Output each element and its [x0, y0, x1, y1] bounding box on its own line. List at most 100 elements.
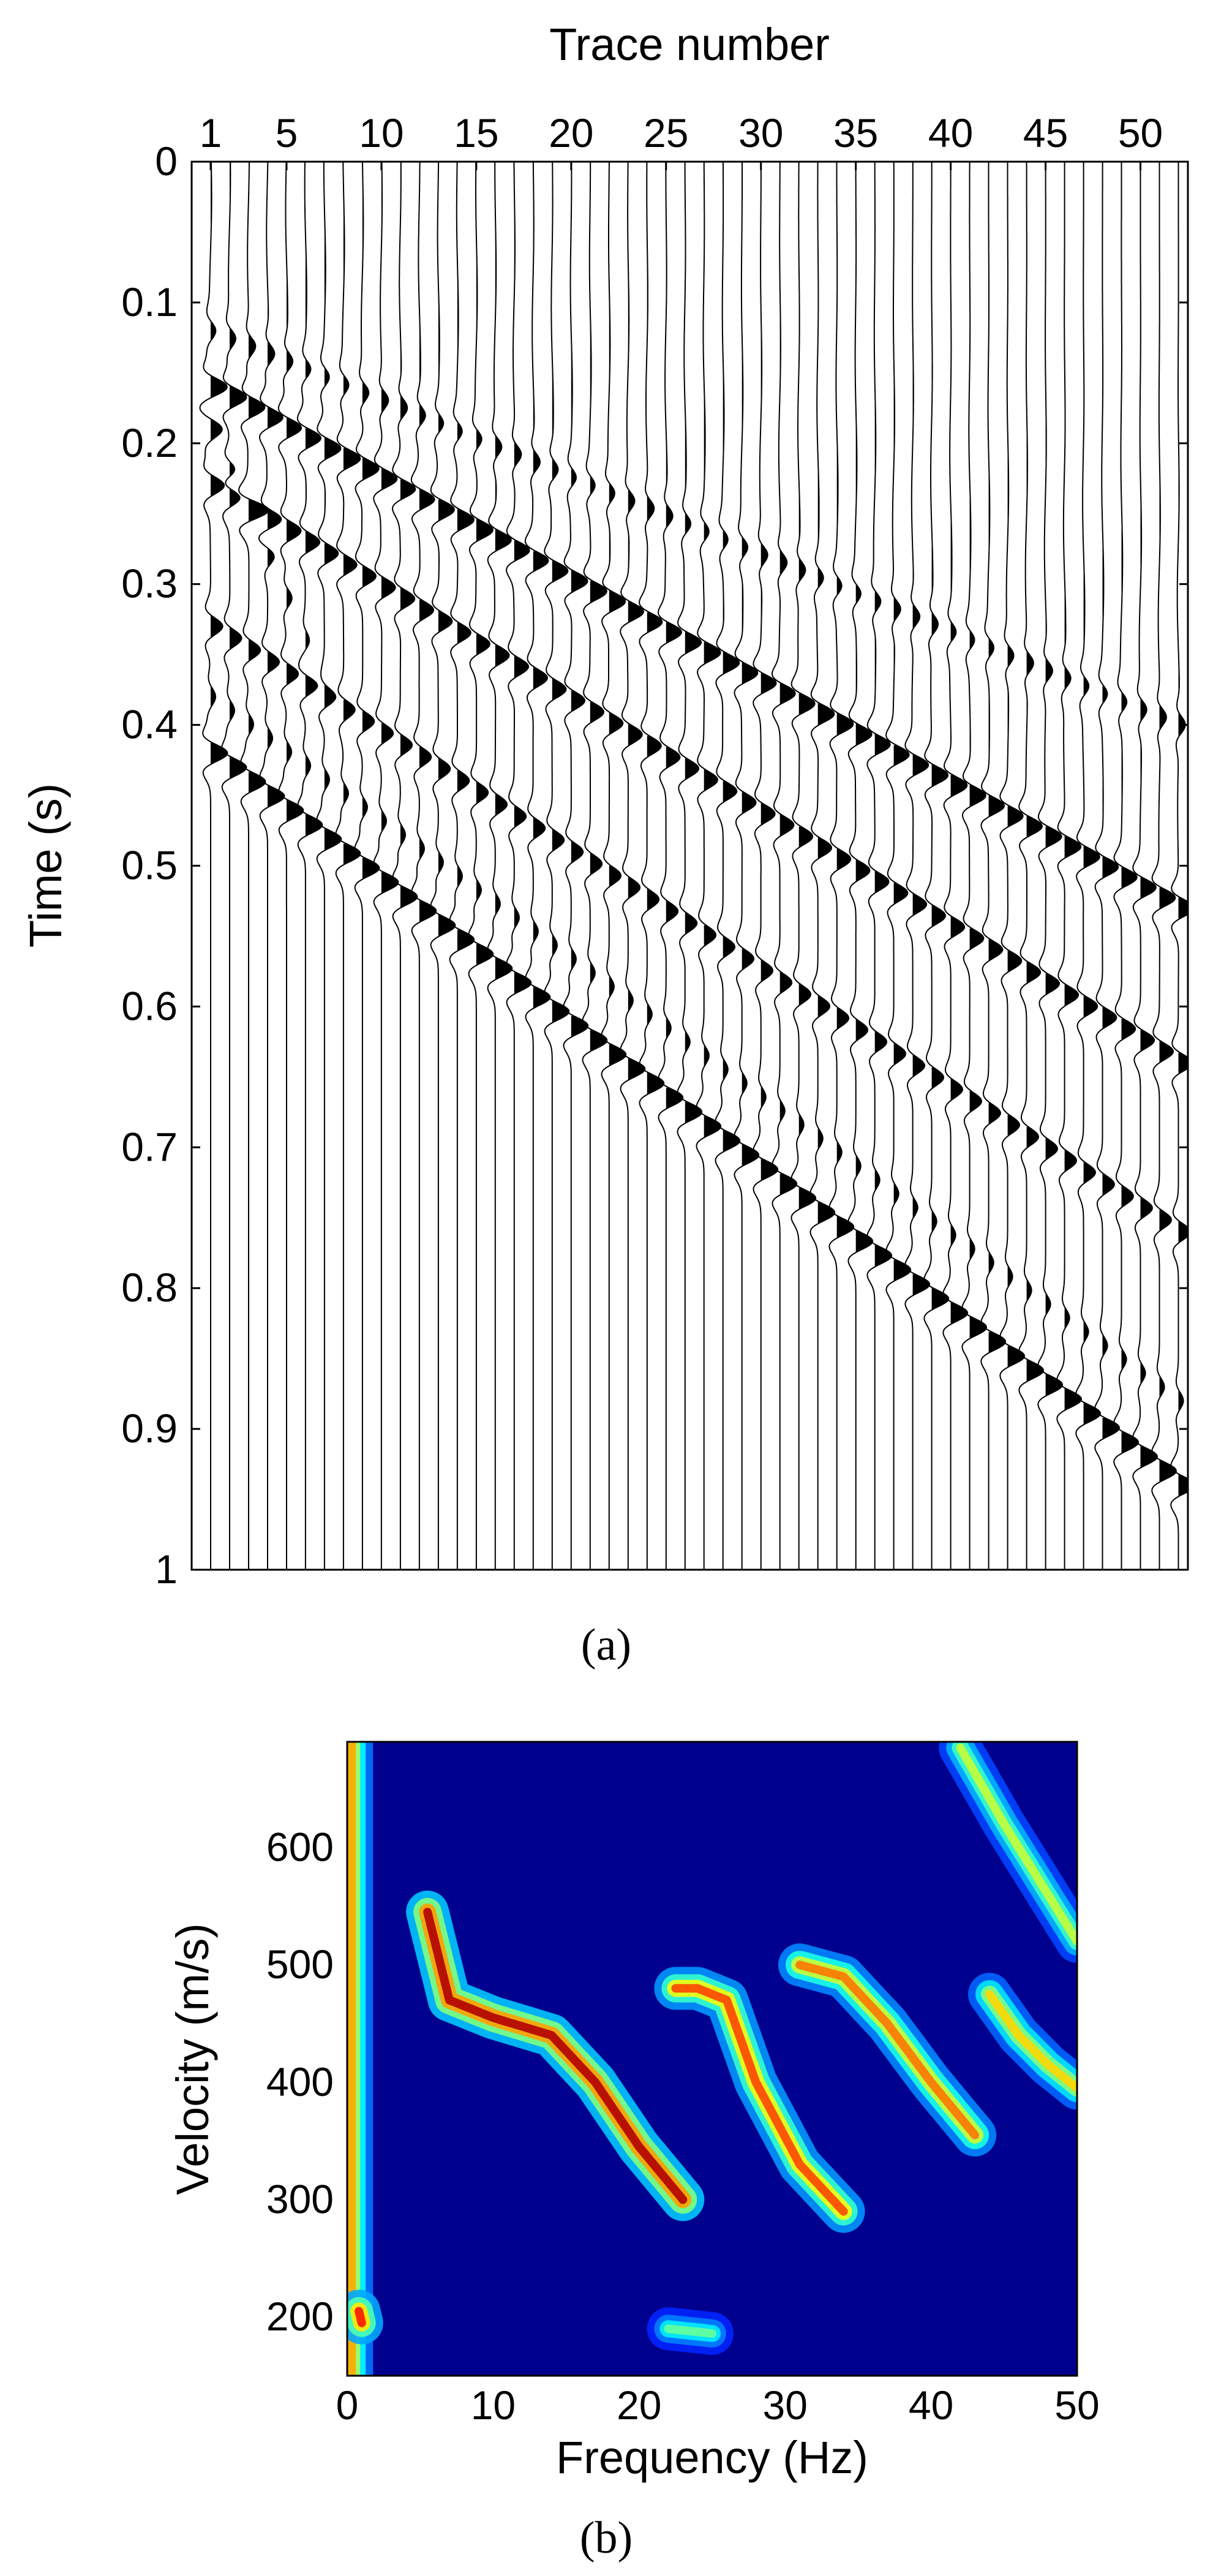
seismic-trace: [1170, 162, 1188, 1570]
trace-line: [544, 162, 570, 1570]
trace-line: [1018, 162, 1045, 1570]
trace-line: [885, 162, 912, 1570]
trace-fill: [495, 210, 513, 1428]
y-tick-label: 0.8: [121, 1265, 178, 1310]
x-tick-label: 30: [738, 110, 783, 156]
seismic-trace: [847, 162, 874, 1570]
seismic-trace: [828, 162, 855, 1570]
trace-fill: [230, 162, 247, 1551]
trace-fill: [931, 162, 949, 1524]
y-tick-label: 400: [266, 2059, 334, 2104]
trace-fill: [1178, 208, 1188, 1498]
heatmap-ridge: [778, 1943, 997, 2157]
seismic-trace: [734, 162, 760, 1570]
x-tick-label: 40: [928, 110, 973, 156]
trace-line: [238, 162, 269, 1570]
trace-line: [258, 162, 285, 1570]
x-tick-label: 50: [1118, 110, 1163, 156]
trace-fill: [1083, 162, 1101, 1548]
trace-line: [601, 162, 627, 1570]
seismic-trace: [277, 162, 304, 1570]
trace-line: [335, 162, 361, 1570]
trace-line: [582, 162, 608, 1570]
y-tick-label: 500: [266, 1941, 334, 1987]
trace-fill: [571, 162, 588, 1550]
trace-fill: [419, 162, 437, 1526]
seismic-trace: [657, 162, 684, 1570]
trace-fill: [287, 260, 304, 1478]
x-tick-label: 20: [617, 2382, 661, 2428]
x-tick-label: 15: [454, 110, 498, 156]
trace-fill: [305, 235, 323, 1453]
trace-line: [430, 162, 456, 1570]
seismic-trace: [771, 162, 798, 1570]
trace-fill: [249, 162, 269, 1526]
trace-fill: [514, 185, 531, 1403]
heatmap-ridge: [939, 1742, 1077, 1963]
seismic-trace: [904, 162, 931, 1570]
trace-line: [199, 162, 228, 1570]
seismic-trace: [373, 162, 399, 1570]
heatmap-band: [985, 1990, 1077, 2093]
trace-fill: [969, 258, 987, 1475]
seismic-trace: [696, 162, 722, 1570]
trace-line: [734, 162, 760, 1570]
trace-line: [1094, 162, 1121, 1570]
trace-line: [847, 162, 874, 1570]
seismic-trace: [620, 162, 646, 1570]
trace-line: [296, 162, 323, 1570]
x-tick-label: 25: [644, 110, 688, 156]
panel-a-label: (a): [581, 1620, 631, 1670]
seismic-trace: [258, 162, 285, 1570]
panel-a-xlabel: Trace number: [549, 19, 830, 70]
x-tick-label: 30: [762, 2382, 807, 2428]
heatmap-band: [423, 1907, 688, 2204]
y-tick-label: 0.4: [121, 702, 178, 747]
trace-line: [791, 162, 816, 1570]
seismic-trace: [505, 162, 532, 1570]
seismic-trace: [221, 162, 247, 1570]
x-tick-label: 50: [1054, 2382, 1099, 2428]
trace-line: [771, 162, 798, 1570]
seismic-trace: [199, 162, 228, 1570]
seismic-trace: [238, 162, 269, 1570]
x-tick-label: 5: [276, 110, 298, 156]
x-tick-label: 1: [200, 110, 222, 156]
trace-fill: [1064, 162, 1082, 1412]
trace-fill: [723, 162, 740, 1352]
y-tick-label: 0.2: [121, 420, 178, 465]
seismic-trace: [582, 162, 608, 1570]
trace-line: [221, 162, 247, 1570]
y-tick-label: 200: [266, 2294, 334, 2339]
y-tick-label: 0.1: [121, 279, 178, 325]
seismic-trace: [563, 162, 589, 1570]
trace-fill: [609, 162, 626, 1501]
trace-line: [639, 162, 665, 1570]
trace-line: [468, 162, 494, 1570]
trace-line: [316, 162, 342, 1570]
y-tick-label: 0: [155, 138, 178, 184]
trace-fill: [704, 162, 721, 1377]
seismic-trace: [1037, 162, 1064, 1570]
trace-line: [1132, 162, 1159, 1570]
trace-line: [999, 162, 1026, 1570]
trace-line: [1075, 162, 1102, 1570]
trace-line: [563, 162, 589, 1570]
trace-line: [866, 162, 893, 1570]
panel-b-label: (b): [580, 2513, 633, 2563]
seismic-trace: [753, 162, 779, 1570]
trace-line: [1037, 162, 1064, 1570]
trace-line: [923, 162, 950, 1570]
panel-b-y-ticks: 200 300 400 500 600: [266, 1825, 334, 2340]
trace-fill: [779, 162, 797, 1499]
seismic-trace: [335, 162, 361, 1570]
trace-line: [715, 162, 741, 1570]
trace-line: [809, 162, 836, 1570]
seismic-trace: [942, 162, 969, 1570]
seismic-trace: [296, 162, 323, 1570]
trace-fill: [533, 162, 550, 1377]
trace-fill: [666, 210, 683, 1426]
seismic-trace: [410, 162, 437, 1570]
trace-fill: [647, 235, 664, 1451]
x-tick-label: 0: [336, 2382, 359, 2428]
